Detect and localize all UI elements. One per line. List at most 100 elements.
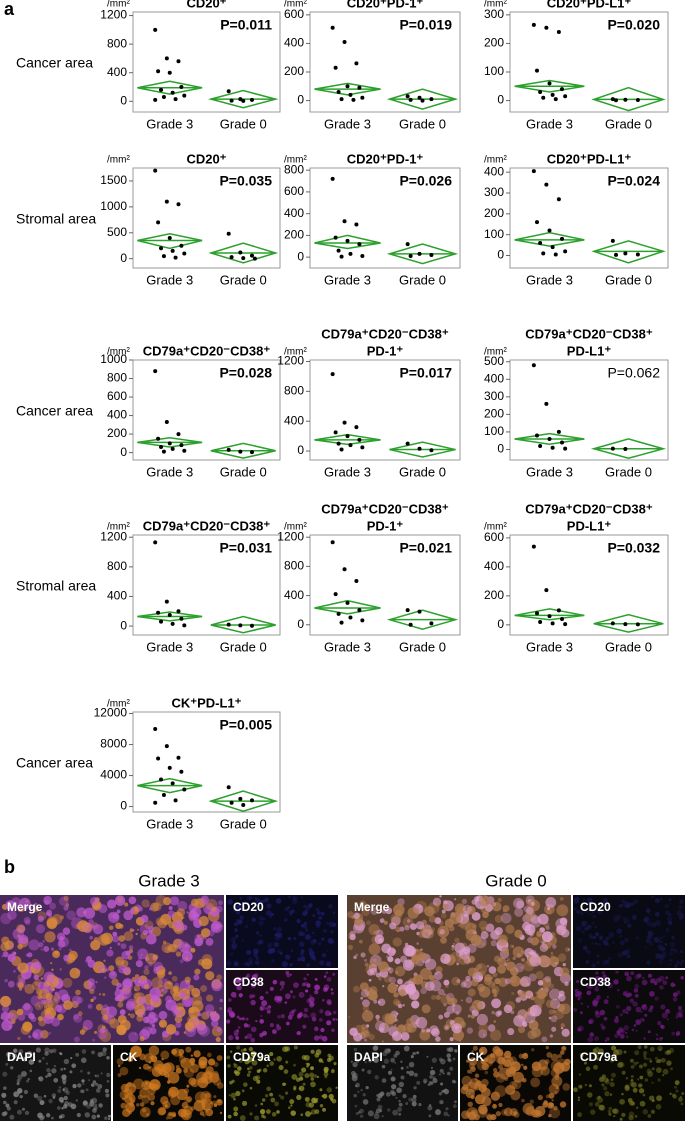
stain-speck	[370, 907, 379, 916]
stain-speck	[251, 1059, 258, 1066]
stain-speck	[12, 1053, 17, 1059]
stain-speck	[658, 960, 663, 964]
stain-speck	[676, 961, 680, 964]
stain-speck	[85, 1088, 89, 1092]
stain-speck	[261, 1098, 266, 1102]
stain-speck	[219, 1006, 223, 1010]
unit-label: /mm²	[284, 347, 307, 358]
y-tick-label: 0	[497, 248, 504, 262]
stain-speck	[112, 913, 119, 920]
stain-speck	[430, 1066, 434, 1069]
stain-speck	[574, 992, 581, 998]
stain-speck	[408, 1070, 415, 1077]
stain-speck	[114, 895, 126, 906]
data-point	[238, 796, 243, 801]
stain-speck	[619, 1117, 623, 1121]
data-point	[560, 236, 565, 241]
stain-speck	[521, 1098, 525, 1103]
stain-speck	[545, 1094, 550, 1099]
stain-speck	[266, 1009, 271, 1014]
row-label: Stromal area	[16, 211, 96, 227]
stain-speck	[638, 1083, 643, 1088]
stain-speck	[373, 1113, 380, 1120]
stain-speck	[178, 1052, 184, 1059]
stain-speck	[482, 911, 489, 919]
stain-speck	[440, 1058, 446, 1065]
stain-speck	[580, 1002, 583, 1005]
stain-speck	[467, 988, 476, 997]
stain-speck	[287, 906, 291, 909]
stain-speck	[670, 1067, 673, 1071]
unit-label: /mm²	[284, 0, 307, 10]
stain-speck	[233, 1097, 236, 1101]
stain-speck	[282, 1046, 288, 1053]
stain-speck	[48, 1099, 53, 1104]
stain-speck	[660, 936, 663, 939]
stain-speck	[610, 1078, 614, 1082]
stain-speck	[509, 1080, 518, 1090]
stain-speck	[250, 1026, 257, 1033]
stain-speck	[51, 1093, 57, 1098]
stain-speck	[120, 1102, 127, 1109]
stain-speck	[580, 911, 584, 916]
stain-speck	[670, 948, 674, 952]
stain-speck	[279, 952, 283, 955]
data-point	[167, 765, 172, 770]
stain-speck	[627, 955, 631, 958]
stain-speck	[114, 996, 120, 1002]
stain-speck	[394, 1018, 398, 1022]
micrograph	[573, 1045, 685, 1121]
stain-speck	[284, 1091, 289, 1095]
stain-speck	[175, 1067, 182, 1074]
stain-speck	[35, 1047, 41, 1053]
stain-speck	[406, 1070, 410, 1074]
stain-speck	[199, 1111, 205, 1116]
stain-speck	[63, 895, 69, 901]
data-point	[339, 620, 344, 625]
stain-speck	[353, 1032, 363, 1042]
stain-speck	[432, 1078, 438, 1084]
stain-speck	[461, 979, 467, 986]
stain-speck	[322, 1107, 326, 1112]
stain-speck	[163, 897, 172, 906]
stain-speck	[547, 1102, 554, 1109]
stain-speck	[134, 1032, 137, 1036]
y-tick-label: 200	[284, 228, 304, 242]
p-value: P=0.035	[219, 173, 272, 189]
stain-speck	[293, 1045, 298, 1050]
stain-speck	[389, 976, 396, 984]
x-tick-label: Grade 3	[526, 464, 573, 479]
data-point	[156, 69, 161, 74]
stain-speck	[273, 1058, 276, 1061]
stain-speck	[272, 979, 278, 985]
stain-speck	[467, 1111, 477, 1121]
stain-speck	[428, 1114, 432, 1118]
stain-speck	[291, 1074, 298, 1080]
stain-speck	[488, 966, 497, 974]
stain-speck	[219, 998, 224, 1003]
x-tick-label: Grade 0	[399, 272, 446, 287]
stain-speck	[273, 927, 277, 931]
stain-speck	[175, 1002, 184, 1011]
stain-speck	[277, 932, 283, 938]
stain-speck	[316, 910, 321, 915]
stain-speck	[661, 1012, 668, 1019]
stain-speck	[512, 956, 516, 960]
stain-speck	[108, 925, 114, 931]
stain-speck	[474, 1000, 478, 1004]
stain-speck	[323, 929, 327, 933]
stain-speck	[674, 1080, 680, 1086]
stain-speck	[454, 898, 457, 901]
stain-speck	[285, 970, 290, 975]
stain-speck	[160, 1050, 170, 1060]
stain-speck	[400, 1032, 410, 1041]
y-tick-label: 1200	[100, 8, 127, 22]
stain-speck	[257, 1069, 261, 1073]
stain-speck	[485, 1113, 492, 1120]
stain-speck	[549, 1107, 561, 1119]
stain-speck	[139, 1087, 150, 1098]
stain-speck	[593, 915, 596, 918]
stain-speck	[299, 1076, 304, 1081]
data-point	[164, 420, 169, 425]
stain-speck	[227, 1007, 233, 1012]
